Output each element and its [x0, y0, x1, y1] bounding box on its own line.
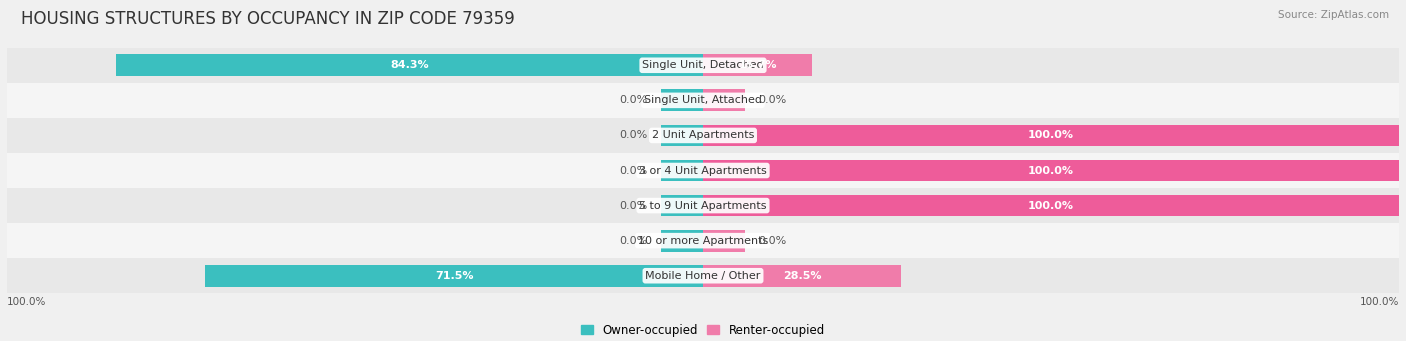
Text: 15.7%: 15.7%: [738, 60, 778, 70]
Legend: Owner-occupied, Renter-occupied: Owner-occupied, Renter-occupied: [576, 319, 830, 341]
Text: HOUSING STRUCTURES BY OCCUPANCY IN ZIP CODE 79359: HOUSING STRUCTURES BY OCCUPANCY IN ZIP C…: [21, 10, 515, 28]
Bar: [7, 48, 1399, 83]
Text: 5 to 9 Unit Apartments: 5 to 9 Unit Apartments: [640, 201, 766, 211]
Bar: [205, 265, 703, 286]
Bar: [703, 160, 1399, 181]
Text: 28.5%: 28.5%: [783, 271, 821, 281]
Text: 100.0%: 100.0%: [1028, 201, 1074, 211]
Bar: [703, 124, 1399, 146]
Bar: [661, 124, 703, 146]
Bar: [703, 55, 813, 76]
Text: 100.0%: 100.0%: [1028, 130, 1074, 140]
Bar: [7, 118, 1399, 153]
Bar: [7, 223, 1399, 258]
Bar: [7, 188, 1399, 223]
Text: 0.0%: 0.0%: [619, 130, 647, 140]
Text: 0.0%: 0.0%: [619, 236, 647, 246]
Bar: [661, 195, 703, 217]
Bar: [703, 265, 901, 286]
Bar: [703, 195, 1399, 217]
Text: Single Unit, Attached: Single Unit, Attached: [644, 95, 762, 105]
Text: 100.0%: 100.0%: [7, 297, 46, 308]
Bar: [7, 83, 1399, 118]
Bar: [661, 230, 703, 252]
Text: 71.5%: 71.5%: [434, 271, 474, 281]
Text: 0.0%: 0.0%: [619, 95, 647, 105]
Text: 0.0%: 0.0%: [619, 165, 647, 176]
Text: 2 Unit Apartments: 2 Unit Apartments: [652, 130, 754, 140]
Text: 100.0%: 100.0%: [1028, 165, 1074, 176]
Text: 84.3%: 84.3%: [391, 60, 429, 70]
Bar: [661, 160, 703, 181]
Text: 10 or more Apartments: 10 or more Apartments: [638, 236, 768, 246]
Bar: [7, 153, 1399, 188]
Text: 0.0%: 0.0%: [759, 95, 787, 105]
Text: Single Unit, Detached: Single Unit, Detached: [643, 60, 763, 70]
Text: 0.0%: 0.0%: [759, 236, 787, 246]
Bar: [703, 230, 745, 252]
Bar: [661, 89, 703, 111]
Text: Mobile Home / Other: Mobile Home / Other: [645, 271, 761, 281]
Text: Source: ZipAtlas.com: Source: ZipAtlas.com: [1278, 10, 1389, 20]
Bar: [7, 258, 1399, 293]
Text: 3 or 4 Unit Apartments: 3 or 4 Unit Apartments: [640, 165, 766, 176]
Text: 100.0%: 100.0%: [1360, 297, 1399, 308]
Text: 0.0%: 0.0%: [619, 201, 647, 211]
Bar: [117, 55, 703, 76]
Bar: [703, 89, 745, 111]
